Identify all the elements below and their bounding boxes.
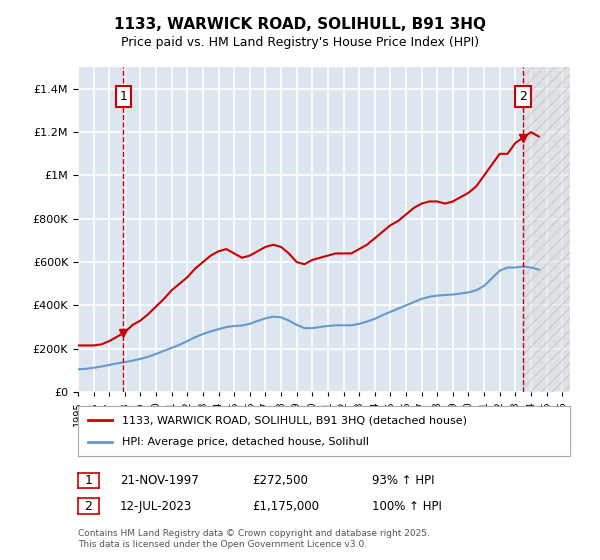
Text: 1: 1 (85, 474, 92, 487)
Text: HPI: Average price, detached house, Solihull: HPI: Average price, detached house, Soli… (122, 437, 369, 447)
Text: 1: 1 (119, 90, 127, 103)
Text: 100% ↑ HPI: 100% ↑ HPI (372, 500, 442, 513)
Text: £272,500: £272,500 (252, 474, 308, 487)
Text: Contains HM Land Registry data © Crown copyright and database right 2025.
This d: Contains HM Land Registry data © Crown c… (78, 529, 430, 549)
Text: 1133, WARWICK ROAD, SOLIHULL, B91 3HQ: 1133, WARWICK ROAD, SOLIHULL, B91 3HQ (114, 17, 486, 32)
Text: 1133, WARWICK ROAD, SOLIHULL, B91 3HQ (detached house): 1133, WARWICK ROAD, SOLIHULL, B91 3HQ (d… (122, 415, 467, 425)
Text: 2: 2 (519, 90, 527, 103)
Text: 93% ↑ HPI: 93% ↑ HPI (372, 474, 434, 487)
Text: 12-JUL-2023: 12-JUL-2023 (120, 500, 192, 513)
Text: £1,175,000: £1,175,000 (252, 500, 319, 513)
Text: 2: 2 (85, 500, 92, 513)
Text: 21-NOV-1997: 21-NOV-1997 (120, 474, 199, 487)
Text: Price paid vs. HM Land Registry's House Price Index (HPI): Price paid vs. HM Land Registry's House … (121, 36, 479, 49)
Bar (523, 67, 570, 392)
